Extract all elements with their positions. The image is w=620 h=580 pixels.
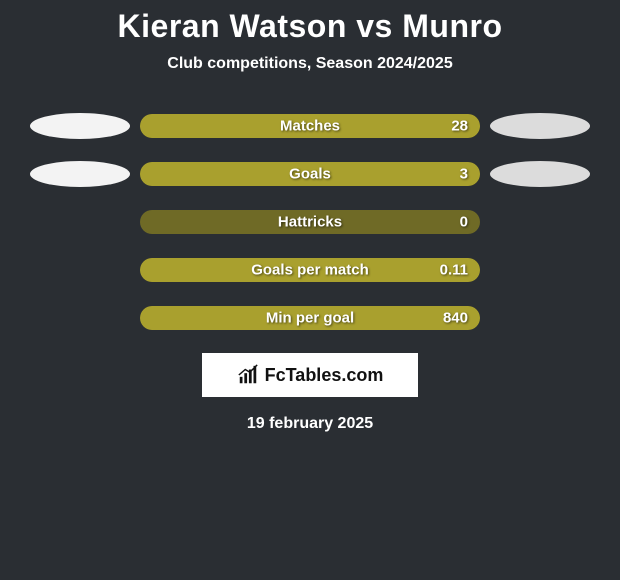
oval-spacer: [490, 209, 590, 235]
stat-bar: Min per goal 840: [140, 306, 480, 330]
stat-label: Goals per match: [251, 262, 369, 279]
stat-value: 28: [451, 118, 468, 135]
stat-label: Goals: [289, 166, 331, 183]
oval-spacer: [490, 305, 590, 331]
page-title: Kieran Watson vs Munro: [0, 8, 620, 45]
player-right-oval: [490, 113, 590, 139]
stat-bar: Matches 28: [140, 114, 480, 138]
oval-spacer: [30, 257, 130, 283]
stat-value: 0.11: [440, 262, 468, 279]
stat-value: 840: [443, 310, 468, 327]
stat-bar: Goals 3: [140, 162, 480, 186]
bar-chart-icon: [237, 364, 259, 386]
stat-value: 0: [460, 214, 468, 231]
stat-row: Hattricks 0: [0, 209, 620, 235]
oval-spacer: [490, 257, 590, 283]
stat-label: Matches: [280, 118, 340, 135]
stat-row: Goals per match 0.11: [0, 257, 620, 283]
brand-badge: FcTables.com: [202, 353, 418, 397]
stat-value: 3: [460, 166, 468, 183]
stat-label: Hattricks: [278, 214, 342, 231]
stat-row: Goals 3: [0, 161, 620, 187]
date-text: 19 february 2025: [0, 415, 620, 433]
stat-row: Min per goal 840: [0, 305, 620, 331]
stat-label: Min per goal: [266, 310, 354, 327]
player-left-oval: [30, 113, 130, 139]
stat-bar: Hattricks 0: [140, 210, 480, 234]
brand-text: FcTables.com: [265, 365, 384, 386]
player-right-oval: [490, 161, 590, 187]
stat-bar: Goals per match 0.11: [140, 258, 480, 282]
subtitle: Club competitions, Season 2024/2025: [0, 55, 620, 73]
oval-spacer: [30, 209, 130, 235]
oval-spacer: [30, 305, 130, 331]
stat-row: Matches 28: [0, 113, 620, 139]
player-left-oval: [30, 161, 130, 187]
stats-container: Matches 28 Goals 3 Hattricks 0 Goals per match…: [0, 113, 620, 331]
